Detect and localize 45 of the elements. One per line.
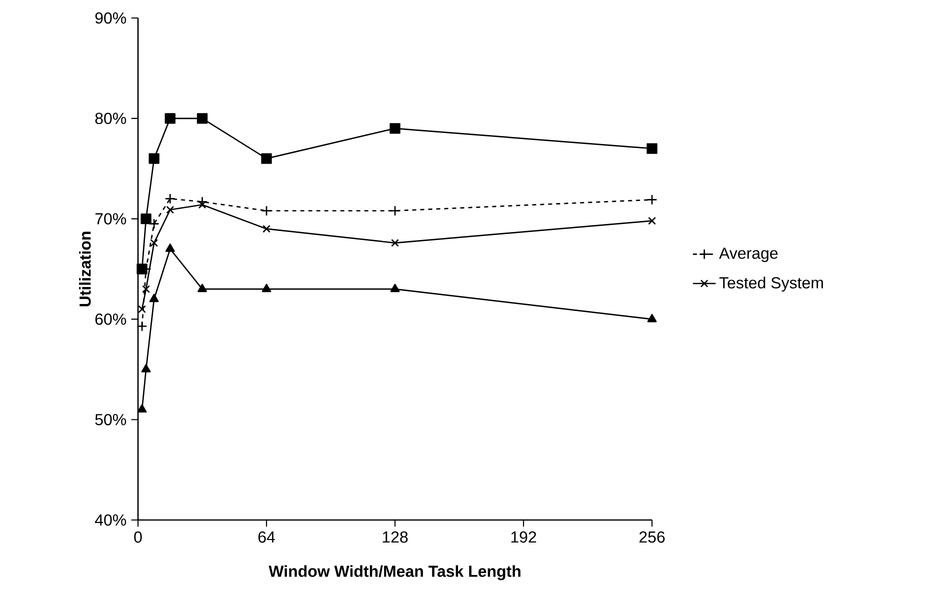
point (198, 284, 207, 292)
x-tick-label: 128 (382, 531, 408, 543)
point (262, 224, 270, 233)
y-tick-label: 60% (95, 314, 126, 325)
point (164, 113, 176, 124)
y-tick-label: 70% (95, 213, 126, 224)
legend-label: Tested System (719, 276, 823, 292)
point (148, 218, 160, 230)
point (137, 404, 147, 413)
point (391, 238, 399, 247)
point (647, 314, 657, 322)
point (198, 200, 206, 209)
point (648, 216, 656, 225)
y-tick-label: 90% (95, 12, 126, 24)
point (196, 113, 208, 124)
point (165, 244, 175, 252)
point (140, 213, 152, 224)
point (166, 206, 174, 214)
y-tick-label: 40% (94, 514, 126, 526)
point (142, 285, 150, 294)
point (164, 193, 176, 204)
x-tick-label: 0 (134, 531, 142, 543)
point (136, 320, 148, 332)
point (646, 194, 658, 206)
y-axis-title: Utilization (79, 232, 91, 306)
point (390, 284, 400, 292)
point (262, 284, 272, 292)
x-tick-label: 64 (258, 531, 275, 543)
point (138, 305, 146, 314)
y-tick-label: 50% (95, 414, 126, 426)
x-tick-label: 192 (511, 531, 536, 543)
point (261, 153, 272, 164)
point (390, 205, 400, 216)
point (141, 364, 151, 372)
y-tick-label: 80% (95, 112, 126, 124)
point (149, 294, 159, 302)
x-tick-label: 256 (639, 531, 665, 543)
x-axis-title: Window Width/Mean Task Length (268, 565, 520, 580)
point (261, 205, 272, 216)
point (390, 123, 400, 134)
point (150, 238, 158, 247)
legend-label: Average (719, 248, 778, 262)
point (148, 153, 160, 164)
point (646, 143, 658, 154)
point (196, 196, 208, 208)
